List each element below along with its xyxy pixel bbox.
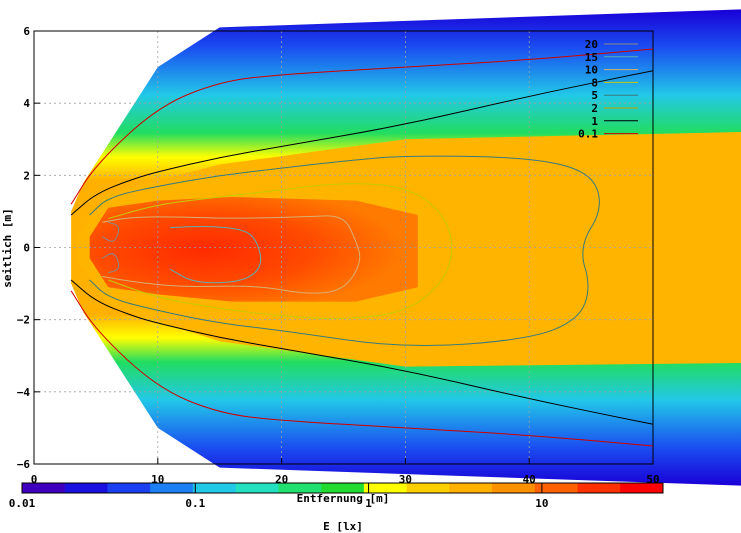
- colorbar-label: E [lx]: [323, 520, 363, 533]
- colorbar-segment: [406, 483, 450, 493]
- colorbar-tick-label: 0.1: [185, 497, 205, 510]
- x-axis-label: Entfernung [m]: [297, 492, 390, 505]
- y-tick-label: 4: [23, 97, 30, 110]
- x-tick-labels: 0 10 20 30 40 50: [31, 458, 660, 486]
- contour-lines: [70, 48, 653, 447]
- legend-label: 5: [591, 89, 598, 102]
- contour-line-20-lower: [101, 221, 120, 242]
- colorbar-segment: [620, 483, 664, 493]
- colorbar-segment: [577, 483, 621, 493]
- contour-line-20: [101, 253, 120, 274]
- legend-label: 20: [585, 38, 598, 51]
- legend-label: 15: [585, 51, 598, 64]
- colorbar-segment: [278, 483, 322, 493]
- contour-line-10: [102, 215, 361, 294]
- y-tick-label: −2: [17, 314, 30, 327]
- illuminance-field: [71, 9, 741, 486]
- contour-line-15: [169, 225, 262, 284]
- colorbar-segment: [363, 483, 408, 493]
- colorbar-segment: [22, 483, 66, 493]
- legend-label: 1: [591, 115, 598, 128]
- colorbar-tick-label: 1: [365, 497, 372, 510]
- core-area: [89, 196, 418, 302]
- y-tick-label: −6: [17, 458, 31, 471]
- colorbar-segment: [64, 483, 108, 493]
- colorbar-tick-label: 0.01: [9, 497, 36, 510]
- contour-line-8: [108, 183, 453, 319]
- grid-lines: [34, 31, 653, 464]
- contour-line-5: [89, 155, 600, 347]
- y-tick-label: 0: [23, 242, 30, 255]
- y-tick-label: 2: [23, 169, 30, 182]
- colorbar-segment: [150, 483, 194, 493]
- colorbar-segment: [321, 483, 365, 493]
- contour-line-0p1: [70, 48, 653, 205]
- colorbar-segment: [192, 483, 237, 493]
- colorbar-segment: [107, 483, 151, 493]
- colorbar: [21, 482, 664, 494]
- legend-label: 8: [591, 76, 598, 89]
- y-tick-label: −4: [17, 386, 31, 399]
- y-axis-label: seitlich [m]: [1, 208, 14, 287]
- colorbar-segment: [492, 483, 536, 493]
- contour-line-1: [70, 70, 653, 216]
- contour-line-1-lower: [70, 279, 653, 425]
- colorbar-segment: [235, 483, 279, 493]
- legend-label: 10: [585, 64, 598, 77]
- colorbar-segment: [449, 483, 493, 493]
- legend-label: 2: [591, 102, 598, 115]
- contour-line-0p1-lower: [70, 290, 653, 447]
- y-tick-labels: 6 4 2 0 −2 −4 −6: [17, 25, 40, 471]
- colorbar-tick-label: 10: [535, 497, 548, 510]
- colorbar-tick-labels: 0.01 0.1 1 10: [9, 483, 548, 510]
- colorbar-segment: [534, 483, 579, 493]
- x-tick-label: 0: [31, 473, 38, 486]
- legend-label: 0.1: [578, 128, 598, 141]
- y-tick-label: 6: [23, 25, 30, 38]
